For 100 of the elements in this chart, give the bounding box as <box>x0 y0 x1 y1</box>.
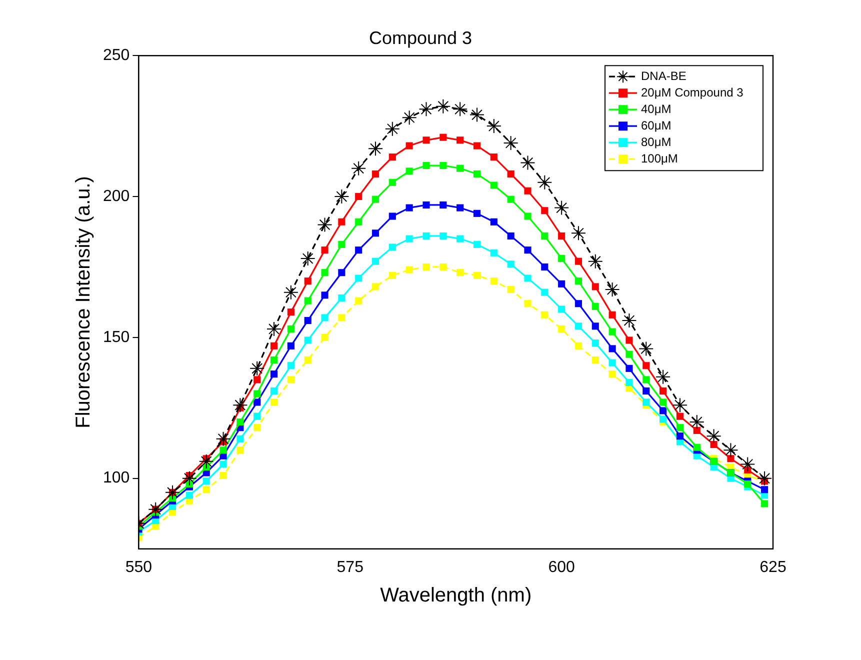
point <box>604 282 620 298</box>
point <box>524 187 532 194</box>
point <box>355 274 362 282</box>
point <box>592 322 599 330</box>
point <box>469 107 484 122</box>
point <box>355 218 362 226</box>
point <box>507 232 514 240</box>
point <box>676 432 684 440</box>
point <box>270 370 278 378</box>
point <box>351 160 366 176</box>
point <box>626 336 633 344</box>
point <box>334 189 350 204</box>
point <box>507 286 514 294</box>
point <box>372 196 380 203</box>
point <box>202 486 210 494</box>
point <box>503 135 518 150</box>
point <box>558 254 566 262</box>
point <box>473 170 481 178</box>
point <box>236 446 244 454</box>
point <box>507 196 514 203</box>
point <box>266 321 282 336</box>
point <box>723 442 738 458</box>
point <box>254 376 261 384</box>
point <box>660 387 667 395</box>
point <box>558 325 566 333</box>
point <box>440 162 447 170</box>
point <box>574 342 582 350</box>
point <box>338 314 346 322</box>
point <box>642 376 650 384</box>
point <box>592 356 599 364</box>
point <box>202 478 210 485</box>
point <box>541 263 548 271</box>
point <box>626 364 633 372</box>
point <box>660 398 667 406</box>
point <box>524 300 532 308</box>
point <box>440 232 447 240</box>
point <box>220 460 227 468</box>
point <box>490 278 498 285</box>
point <box>304 278 312 285</box>
point <box>710 440 718 448</box>
point <box>165 484 180 500</box>
point <box>456 164 464 172</box>
point <box>574 278 582 285</box>
point <box>388 178 396 186</box>
point <box>574 258 582 265</box>
point <box>270 387 278 395</box>
point <box>270 398 278 406</box>
point <box>287 376 294 384</box>
point <box>490 182 498 189</box>
point <box>338 218 346 226</box>
point <box>338 240 346 248</box>
point <box>270 356 278 364</box>
point <box>321 292 328 299</box>
point <box>642 398 650 406</box>
y-tick-label: 250 <box>102 47 130 64</box>
point <box>182 470 197 486</box>
legend-label: 40μM <box>641 102 672 116</box>
point <box>422 263 430 271</box>
point <box>321 334 328 341</box>
point <box>693 444 700 451</box>
point <box>507 170 514 178</box>
point <box>490 249 498 256</box>
point <box>148 502 164 517</box>
point <box>490 154 498 161</box>
point <box>473 142 481 150</box>
point <box>592 302 599 310</box>
point <box>317 217 332 232</box>
point <box>406 266 413 274</box>
point <box>406 168 413 175</box>
chart-title: Compound 3 <box>368 28 472 48</box>
point <box>304 297 312 304</box>
point <box>507 260 514 268</box>
x-tick-label: 625 <box>760 558 786 576</box>
point <box>372 258 380 265</box>
point <box>473 210 481 217</box>
point <box>706 428 722 444</box>
point <box>304 336 312 344</box>
point <box>422 232 430 240</box>
point <box>220 472 227 480</box>
point <box>236 435 244 442</box>
point <box>287 362 294 370</box>
point <box>524 274 532 282</box>
point <box>608 345 616 352</box>
x-tick-label: 550 <box>125 558 152 576</box>
point <box>422 162 430 170</box>
point <box>422 136 430 144</box>
point <box>626 350 633 358</box>
point <box>304 316 312 324</box>
x-axis-title: Wavelength (nm) <box>380 584 532 607</box>
legend-label: 60μM <box>641 118 672 132</box>
point <box>216 431 231 446</box>
point <box>287 325 294 333</box>
point <box>554 200 570 216</box>
point <box>656 369 671 384</box>
point <box>541 232 548 240</box>
point <box>422 201 430 209</box>
x-tick-label: 575 <box>336 558 364 576</box>
point <box>676 412 684 420</box>
point <box>558 306 566 313</box>
legend-label: 80μM <box>641 134 672 149</box>
